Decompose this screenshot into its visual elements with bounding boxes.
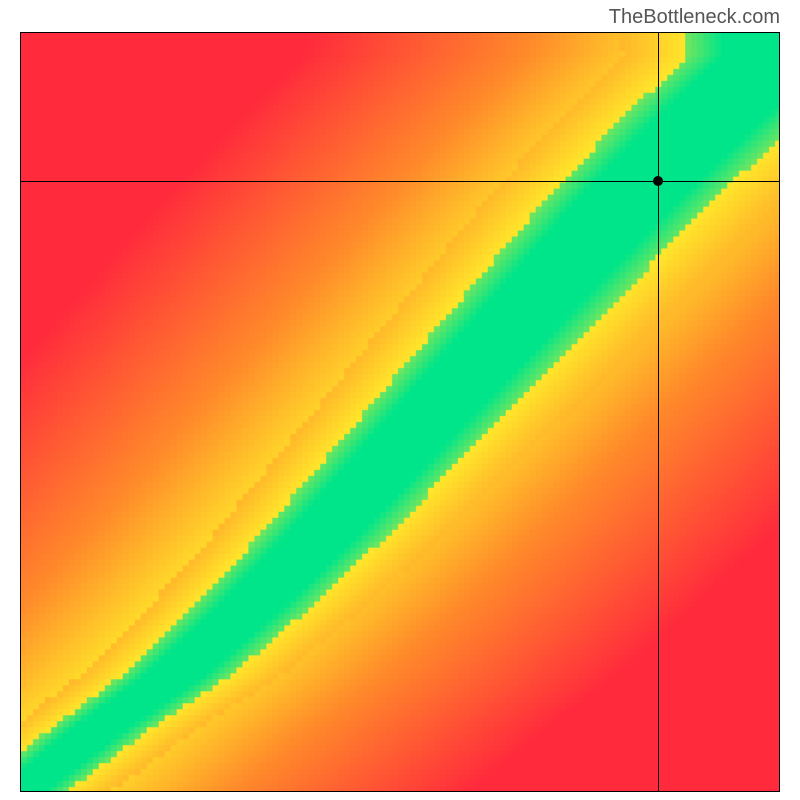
- attribution-text: TheBottleneck.com: [609, 6, 780, 29]
- crosshair-marker: [653, 176, 663, 186]
- crosshair-horizontal: [21, 181, 779, 182]
- heatmap-chart: [20, 32, 780, 792]
- crosshair-vertical: [658, 33, 659, 791]
- heatmap-canvas: [21, 33, 779, 791]
